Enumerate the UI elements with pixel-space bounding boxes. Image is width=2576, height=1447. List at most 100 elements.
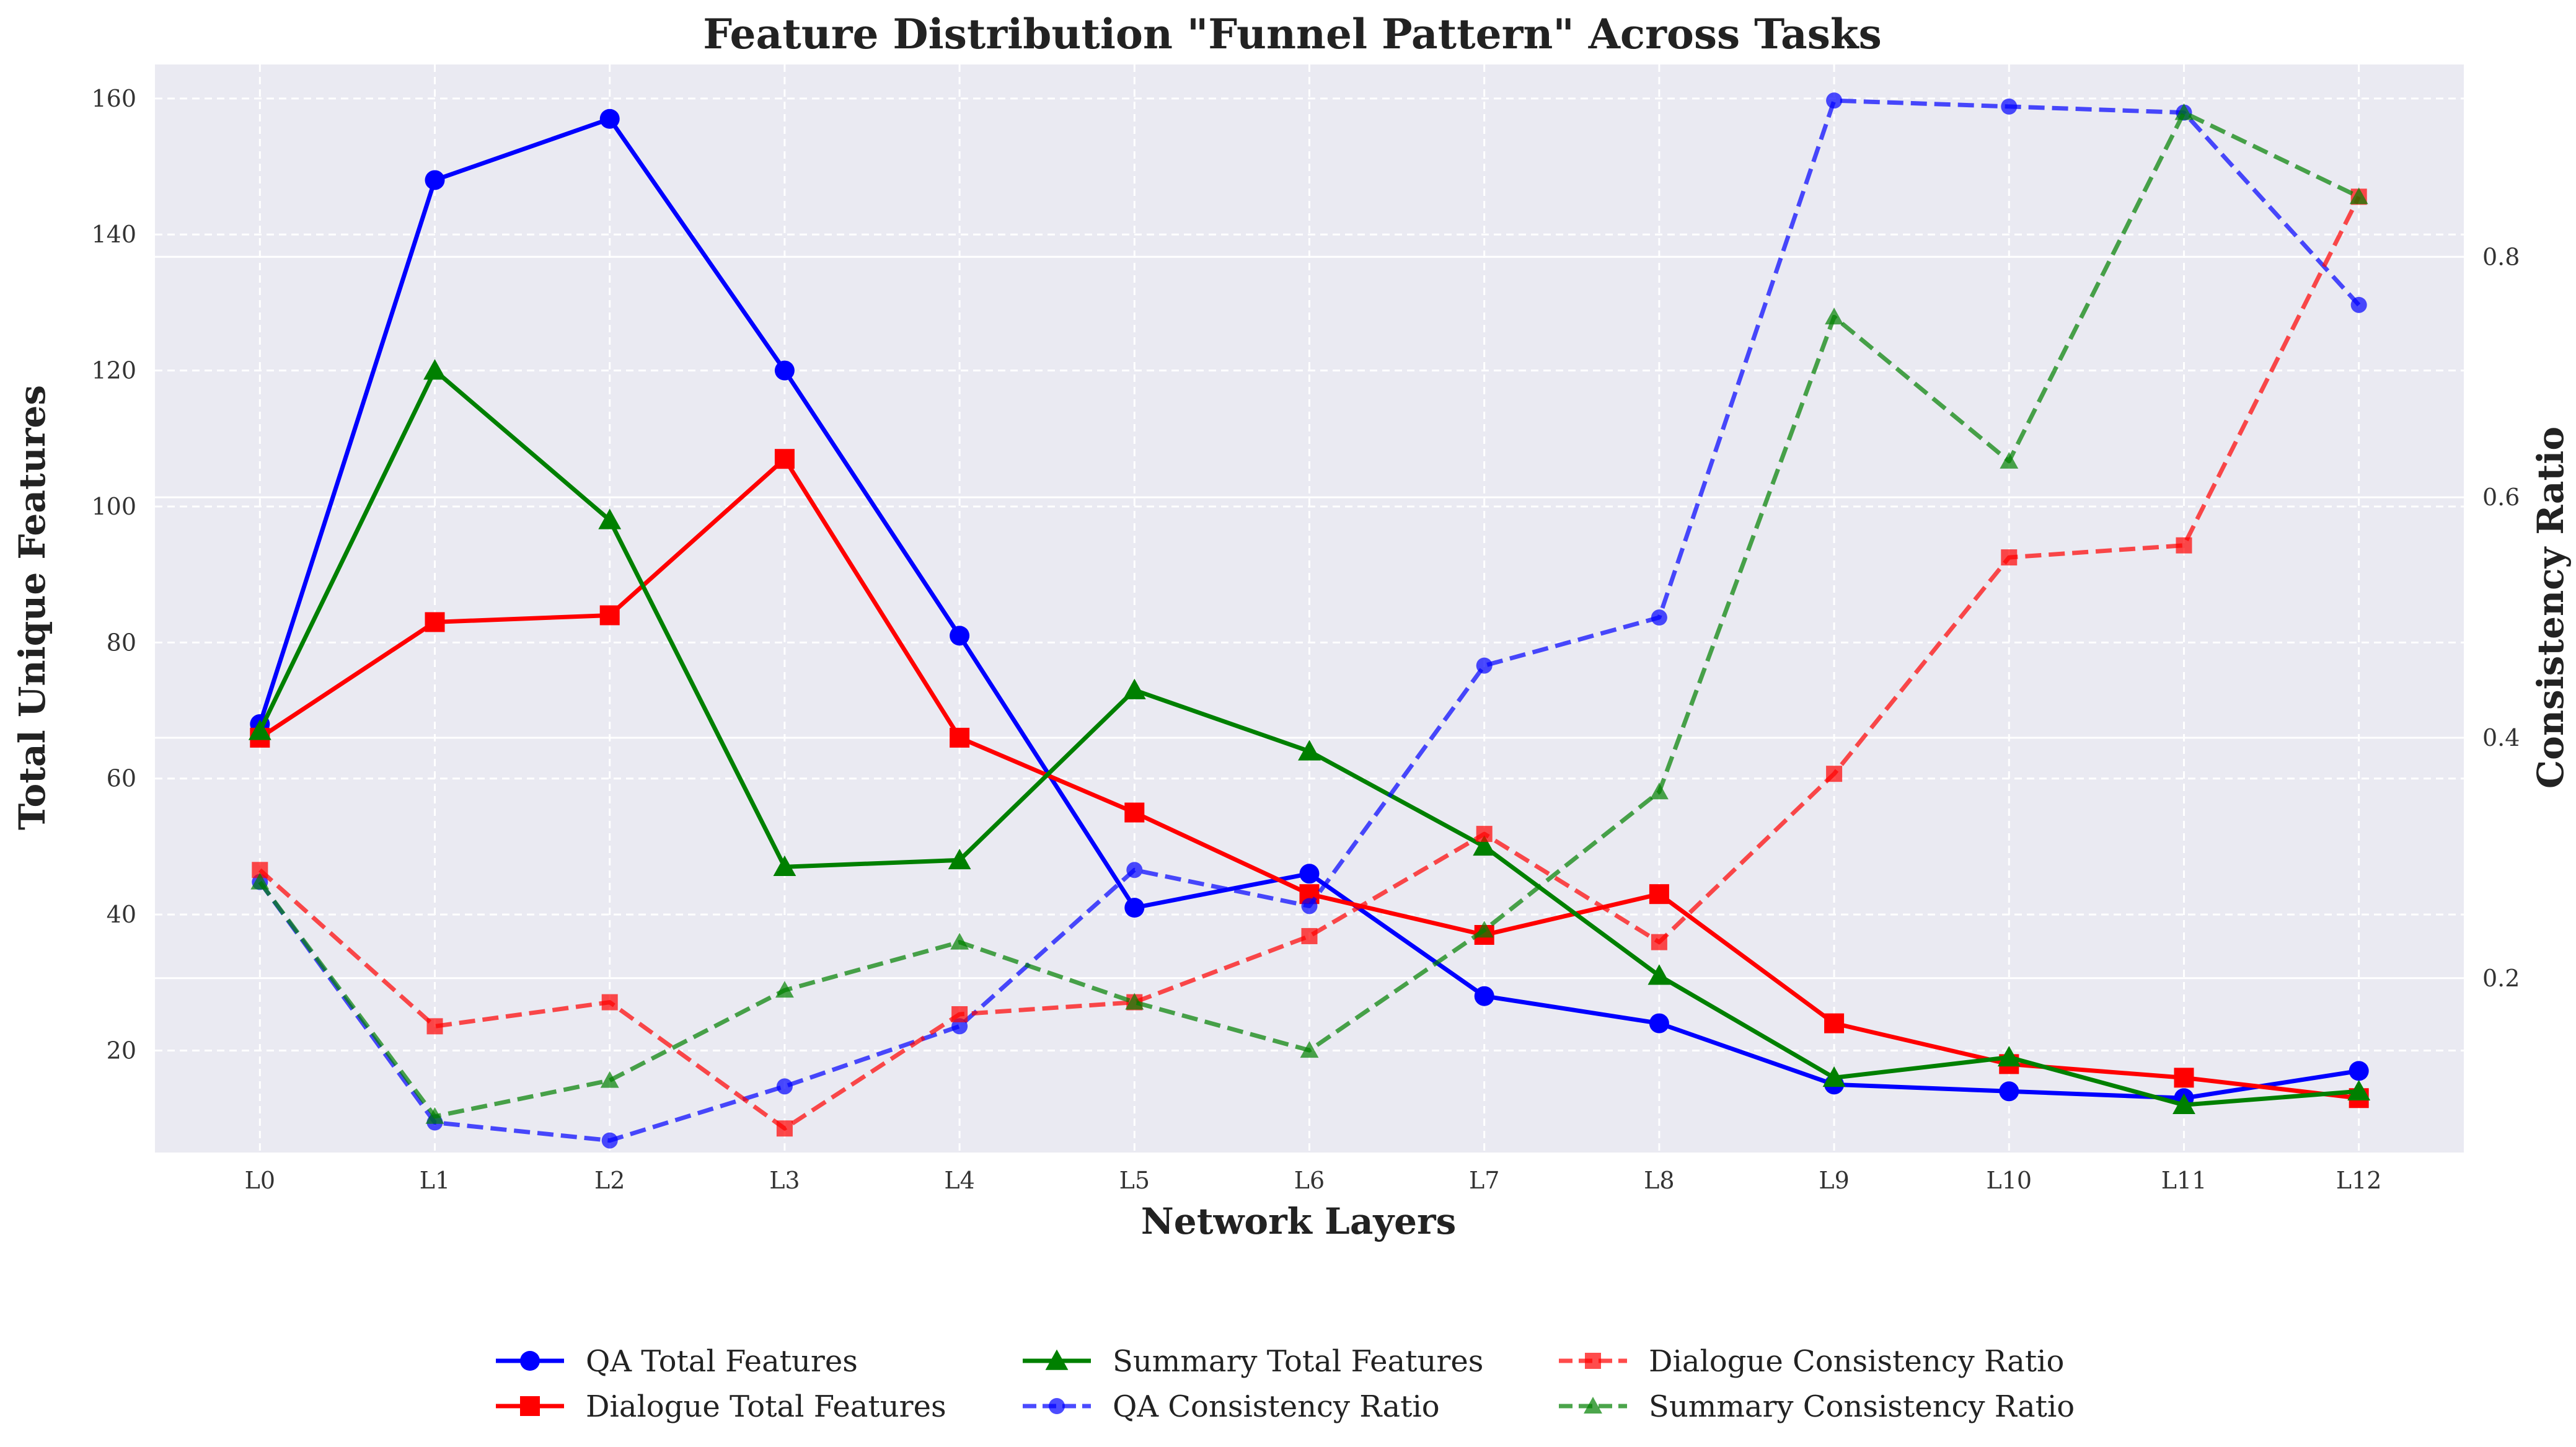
data-point [2001, 549, 2018, 566]
data-point [1649, 1013, 1669, 1033]
legend-entry: QA Consistency Ratio [1023, 1389, 1440, 1424]
legend-marker [1049, 1398, 1065, 1414]
data-point [1825, 308, 1844, 325]
data-point [1997, 1046, 2021, 1067]
data-point [600, 1071, 619, 1088]
x-tick-label: L9 [1819, 1167, 1849, 1194]
data-point [2349, 1061, 2369, 1081]
data-point [2347, 1079, 2371, 1101]
data-point [1123, 678, 1146, 699]
ticks: L0 L1 L2 L3 L4 L5 L6 L7 L8 L9 L10 L11 L12 20 40 60 80 100… [91, 85, 2520, 1194]
chart-title: Feature Distribution "Funnel Pattern" Ac… [703, 10, 1882, 58]
data-point [950, 932, 969, 950]
data-point [1651, 934, 1667, 950]
legend-entry: Summary Total Features [1023, 1344, 1483, 1379]
data-point [423, 359, 446, 380]
series-layer [248, 92, 2371, 1149]
x-tick-label: L4 [944, 1167, 974, 1194]
y-tick-label: 40 [107, 901, 136, 928]
data-point [773, 855, 796, 877]
data-point [1476, 657, 1493, 674]
x-tick-label: L10 [1986, 1167, 2032, 1194]
data-point [776, 1078, 793, 1095]
y2-tick-label: 0.6 [2482, 484, 2520, 511]
y-tick-label: 20 [107, 1037, 136, 1064]
data-point [1298, 740, 1321, 761]
data-point [1649, 782, 1669, 800]
data-point [1647, 964, 1671, 985]
series-4 [252, 188, 2367, 1137]
y2-tick-label: 0.4 [2482, 724, 2520, 751]
data-point [950, 727, 970, 748]
data-point [951, 1006, 968, 1022]
data-point [1649, 884, 1669, 905]
data-point [2349, 187, 2368, 205]
data-point [2001, 98, 2018, 115]
data-point [2176, 537, 2192, 554]
data-point [425, 612, 445, 632]
series-2 [248, 359, 2371, 1114]
data-point [2174, 103, 2194, 120]
data-point [1299, 864, 1320, 884]
y-tick-label: 160 [91, 85, 136, 112]
data-point [599, 108, 620, 129]
legend-marker [1045, 1349, 1069, 1370]
data-point [2172, 1093, 2195, 1114]
data-point [426, 1018, 443, 1035]
data-point [1999, 1081, 2019, 1102]
legend-label: Summary Consistency Ratio [1649, 1389, 2075, 1424]
data-point [248, 719, 271, 740]
x-tick-label: L3 [769, 1167, 800, 1194]
y-tick-label: 140 [91, 221, 136, 248]
grid [155, 64, 2464, 1153]
data-point [1473, 835, 1496, 856]
data-point [776, 1120, 793, 1137]
data-point [1301, 898, 1318, 914]
data-point [1475, 921, 1494, 938]
x-tick-label: L1 [420, 1167, 450, 1194]
data-point [1300, 1041, 1319, 1058]
legend-entry: Summary Consistency Ratio [1559, 1389, 2075, 1424]
data-point [598, 508, 622, 529]
data-point [599, 605, 620, 626]
data-point [774, 449, 795, 469]
data-point [601, 994, 618, 1011]
data-point [601, 1132, 618, 1149]
data-point [775, 981, 794, 998]
data-point [1126, 862, 1143, 878]
data-point [1474, 986, 1494, 1006]
x-tick-label: L6 [1294, 1167, 1325, 1194]
data-point [425, 1107, 444, 1124]
y2-tick-label: 0.2 [2482, 965, 2520, 992]
y-axis-label: Total Unique Features [11, 385, 53, 830]
data-point [2174, 1068, 2194, 1088]
x-tick-label: L7 [1469, 1167, 1499, 1194]
x-tick-label: L8 [1644, 1167, 1674, 1194]
x-tick-label: L12 [2336, 1167, 2382, 1194]
data-point [948, 848, 971, 870]
data-point [1824, 1013, 1845, 1033]
legend-label: Dialogue Consistency Ratio [1649, 1344, 2064, 1379]
data-point [250, 872, 270, 890]
data-point [950, 626, 970, 646]
legend-label: QA Consistency Ratio [1113, 1389, 1440, 1424]
legend-entry: QA Total Features [496, 1344, 858, 1379]
data-point [1826, 766, 1843, 782]
x-tick-label: L2 [594, 1167, 625, 1194]
legend-label: Dialogue Total Features [586, 1389, 946, 1424]
data-point [2000, 451, 2019, 469]
legend: QA Total Features Dialogue Total Features… [496, 1344, 2075, 1424]
data-point [1651, 609, 1667, 626]
y2-axis-label: Consistency Ratio [2530, 427, 2572, 789]
x-tick-label: L5 [1119, 1167, 1150, 1194]
legend-entry: Dialogue Total Features [496, 1389, 946, 1424]
data-point [1124, 802, 1145, 823]
data-point [1125, 993, 1144, 1010]
legend-marker [520, 1351, 540, 1371]
y-tick-label: 120 [91, 357, 136, 384]
data-point [425, 170, 445, 190]
x-axis-label: Network Layers [1141, 1200, 1456, 1242]
x-tick-label: L11 [2161, 1167, 2207, 1194]
legend-label: Summary Total Features [1113, 1344, 1483, 1379]
